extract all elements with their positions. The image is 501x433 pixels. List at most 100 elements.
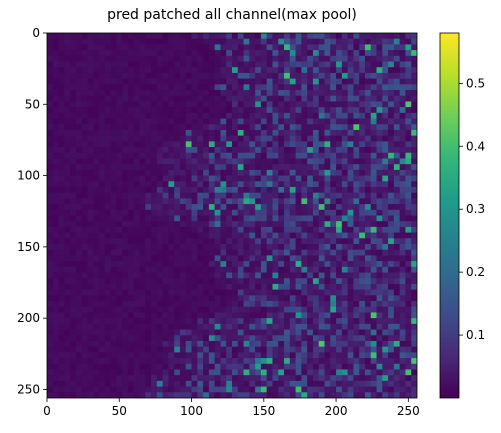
heatmap-cell <box>249 169 256 176</box>
heatmap-cell <box>191 318 198 325</box>
heatmap-cell <box>312 169 320 176</box>
heatmap-cell <box>162 61 169 68</box>
heatmap-cell <box>405 72 412 79</box>
heatmap-cell <box>405 152 412 159</box>
heatmap-cell <box>232 266 239 273</box>
heatmap-cell <box>179 33 187 39</box>
heatmap-cell <box>145 129 152 136</box>
heatmap-cell <box>295 112 302 119</box>
heatmap-cell <box>307 249 314 256</box>
heatmap-cell <box>116 215 123 222</box>
heatmap-cell <box>156 306 163 313</box>
heatmap-cell <box>214 175 221 182</box>
heatmap-cell <box>266 249 273 256</box>
heatmap-cell <box>284 340 291 347</box>
heatmap-cell <box>249 61 256 68</box>
heatmap-cell <box>260 33 267 39</box>
heatmap-cell <box>87 312 94 319</box>
heatmap-cell <box>116 164 123 171</box>
heatmap-cell <box>255 261 262 268</box>
heatmap-cell <box>179 78 187 85</box>
heatmap-cell <box>214 129 221 136</box>
heatmap-cell <box>208 33 215 39</box>
heatmap-cell <box>353 272 360 279</box>
heatmap-cell <box>249 340 256 347</box>
heatmap-cell <box>307 192 314 199</box>
heatmap-cell <box>353 363 360 370</box>
heatmap-cell <box>376 329 383 336</box>
heatmap-cell <box>312 335 320 342</box>
heatmap-cell <box>376 175 383 182</box>
heatmap-cell <box>278 44 285 51</box>
heatmap-cell <box>64 301 71 308</box>
heatmap-cell <box>58 186 65 193</box>
heatmap-cell <box>110 255 117 262</box>
heatmap-cell <box>359 283 366 290</box>
heatmap-cell <box>376 118 383 125</box>
heatmap-cell <box>110 152 117 159</box>
heatmap-cell <box>226 204 233 211</box>
heatmap-cell <box>336 101 343 108</box>
heatmap-cell <box>289 33 296 39</box>
heatmap-cell <box>75 78 82 85</box>
heatmap-cell <box>64 289 71 296</box>
heatmap-cell <box>272 78 279 85</box>
heatmap-cell <box>266 84 273 91</box>
heatmap-cell <box>110 61 117 68</box>
heatmap-cell <box>364 266 372 273</box>
heatmap-cell <box>318 278 325 285</box>
heatmap-cell <box>405 278 412 285</box>
heatmap-cell <box>208 175 215 182</box>
heatmap-cell <box>376 198 383 205</box>
heatmap-cell <box>162 181 169 188</box>
heatmap-cell <box>110 261 117 268</box>
heatmap-cell <box>47 380 54 387</box>
heatmap-cell <box>243 244 250 251</box>
heatmap-cell <box>255 392 262 398</box>
heatmap-cell <box>289 249 296 256</box>
heatmap-cell <box>388 386 395 393</box>
heatmap-cell <box>122 135 129 142</box>
heatmap-cell <box>370 352 377 359</box>
heatmap-cell <box>278 61 285 68</box>
heatmap-cell <box>376 95 383 102</box>
heatmap-cell <box>295 90 302 97</box>
heatmap-cell <box>203 192 210 199</box>
heatmap-cell <box>393 112 400 119</box>
heatmap-cell <box>382 78 389 85</box>
heatmap-cell <box>52 33 59 39</box>
heatmap-cell <box>289 261 296 268</box>
heatmap-cell <box>203 90 210 97</box>
heatmap-cell <box>226 392 233 398</box>
heatmap-cell <box>226 386 233 393</box>
heatmap-cell <box>399 135 406 142</box>
heatmap-cell <box>116 249 123 256</box>
heatmap-cell <box>405 164 412 171</box>
heatmap-cell <box>162 375 169 382</box>
heatmap-cell <box>347 346 354 353</box>
heatmap-cell <box>133 61 140 68</box>
heatmap-cell <box>376 272 383 279</box>
heatmap-cell <box>127 209 135 216</box>
heatmap-cell <box>266 118 273 125</box>
heatmap-cell <box>376 380 383 387</box>
heatmap-cell <box>197 67 204 74</box>
heatmap-cell <box>324 67 331 74</box>
heatmap-cell <box>203 380 210 387</box>
heatmap-cell <box>260 312 267 319</box>
heatmap-cell <box>226 278 233 285</box>
heatmap-cell <box>197 340 204 347</box>
heatmap-cell <box>324 78 331 85</box>
heatmap-cell <box>330 301 337 308</box>
heatmap-cell <box>330 261 337 268</box>
heatmap-cell <box>168 152 175 159</box>
heatmap-cell <box>376 152 383 159</box>
heatmap-cell <box>151 181 158 188</box>
heatmap-cell <box>64 61 71 68</box>
heatmap-cell <box>301 232 308 239</box>
heatmap-cell <box>185 50 192 57</box>
heatmap-cell <box>405 169 412 176</box>
heatmap-cell <box>162 369 169 376</box>
heatmap-cell <box>214 340 221 347</box>
